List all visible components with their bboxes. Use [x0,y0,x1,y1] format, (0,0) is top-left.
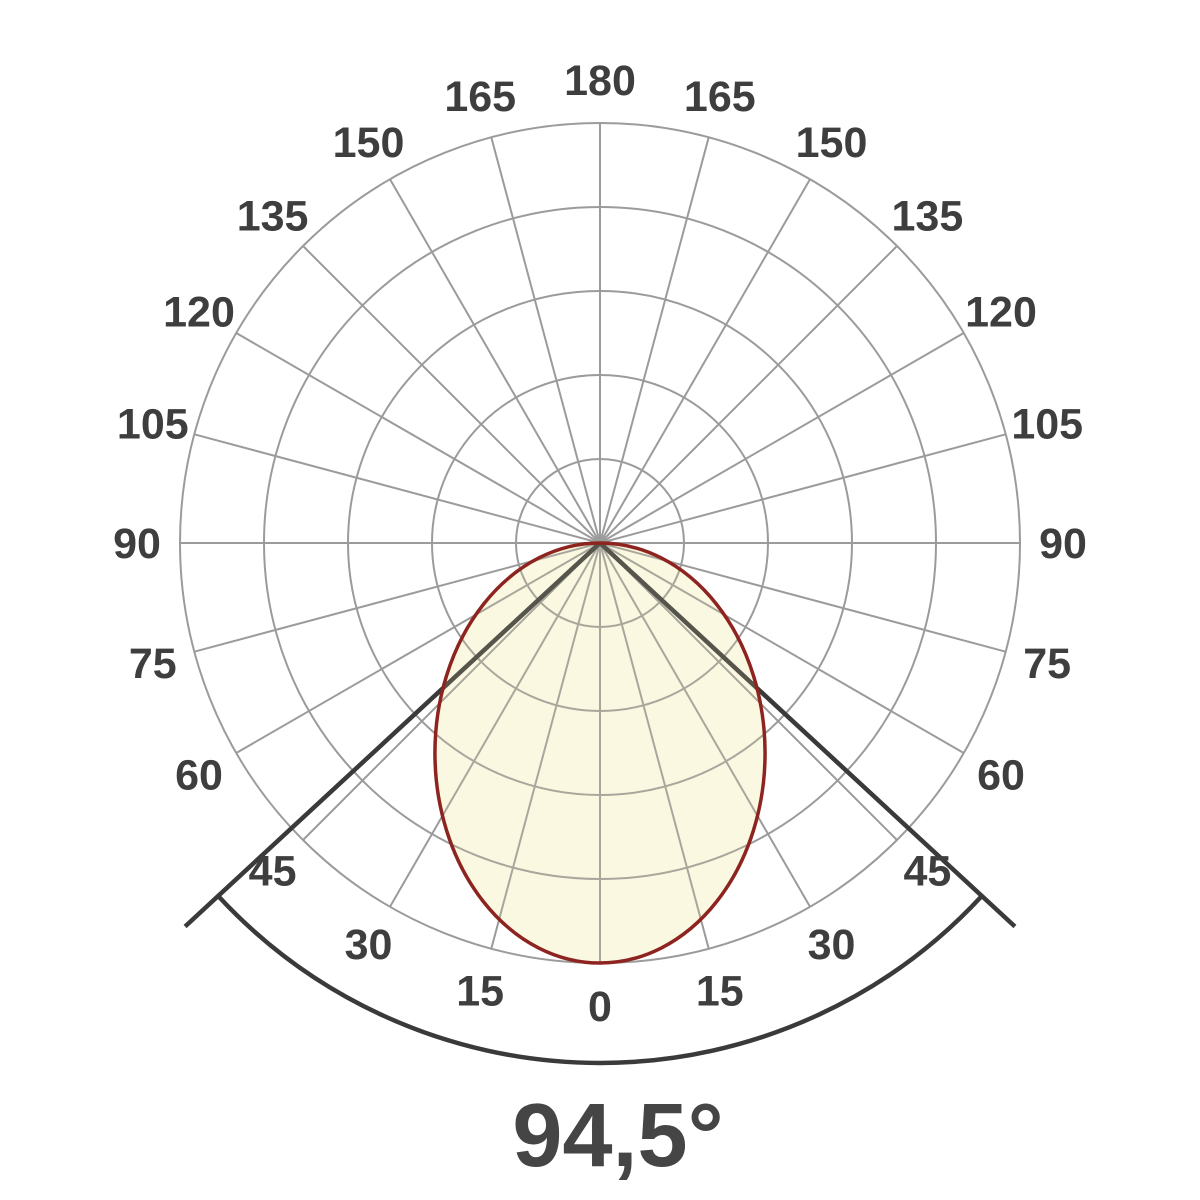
grid-spoke [490,137,601,544]
angle-label: 15 [696,967,744,1015]
grid-spoke [434,543,601,841]
angle-label: 60 [175,752,223,800]
angle-label: 105 [1011,400,1083,448]
grid-spoke [599,178,811,544]
grid-spoke [235,332,601,544]
grid-spoke [599,543,766,908]
angle-label: 105 [117,400,189,448]
angle-label: 75 [129,640,177,688]
angle-label: 90 [113,520,161,568]
angle-label: 165 [444,73,516,121]
beam-angle-arc [216,894,984,1066]
angle-label: 90 [1039,520,1087,568]
grid-spoke [599,543,766,841]
angle-label: 165 [684,73,756,121]
angle-label: 60 [977,752,1025,800]
beam-angle-line-left [434,543,602,929]
angle-label: 45 [249,847,297,895]
grid-spoke [434,543,601,754]
grid-spoke [599,137,710,544]
grid-spoke [599,433,1006,544]
grid-spoke [490,543,601,949]
grid-spoke [599,543,766,754]
angle-label: 0 [588,983,612,1031]
beam-angle-line-right [598,543,766,929]
beam-lines-inside-lobe [434,543,766,929]
grid-spoke [599,543,710,949]
grid-spoke [302,245,601,544]
angle-label: 75 [1023,640,1071,688]
angle-label: 15 [456,967,504,1015]
angle-label: 30 [345,921,393,969]
angle-label: 45 [903,847,951,895]
angle-label: 180 [564,57,636,105]
grid-spoke [194,433,601,544]
angle-label: 135 [237,193,309,241]
grid-spoke [389,178,601,544]
angle-label: 135 [892,193,964,241]
grid-spoke [434,543,601,908]
grid-spoke [599,245,898,544]
angle-label: 150 [796,119,868,167]
angle-label: 120 [965,289,1037,337]
angle-label: 30 [808,921,856,969]
beam-angle-value: 94,5° [512,1086,723,1186]
intensity-lobe-outline [433,541,767,965]
grid-spoke [599,332,965,544]
angle-label: 120 [163,289,235,337]
angle-label: 150 [333,119,405,167]
